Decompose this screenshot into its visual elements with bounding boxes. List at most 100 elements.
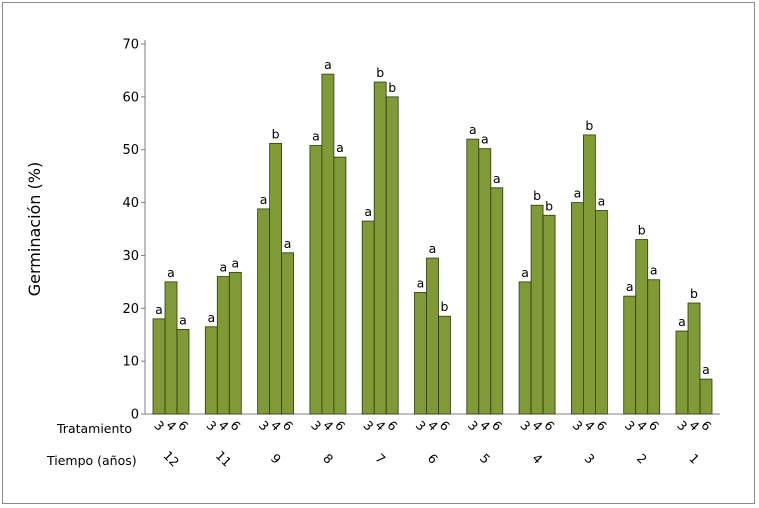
treatment-tick-label: 6 (437, 418, 453, 434)
bar (333, 156, 347, 415)
time-tick-label: 4 (529, 451, 545, 467)
bar (385, 96, 399, 415)
bar-significance-letter: b (638, 223, 646, 238)
y-tick-label: 30 (122, 249, 139, 264)
y-tick-label: 10 (122, 355, 139, 370)
bar-significance-letter: b (545, 198, 553, 213)
bar-significance-letter: a (219, 260, 227, 275)
y-tick-label: 40 (122, 196, 139, 211)
bar-significance-letter: a (231, 255, 239, 270)
bar-significance-letter: a (207, 310, 215, 325)
bar-significance-letter: b (272, 126, 280, 141)
y-tick-label: 0 (131, 408, 139, 423)
bar-significance-letter: a (155, 302, 163, 317)
time-tick-label: 9 (268, 451, 284, 467)
bar (414, 292, 427, 415)
bar (595, 210, 608, 415)
time-row-label: Tiempo (años) (46, 453, 137, 468)
bar (176, 329, 190, 415)
bar-significance-letter: a (521, 265, 529, 280)
bar-significance-letter: a (493, 171, 501, 186)
bar-significance-letter: a (324, 57, 332, 72)
time-tick-label: 11 (213, 448, 235, 470)
bar (309, 145, 323, 415)
bar (490, 187, 504, 415)
bar (321, 73, 335, 415)
bar-significance-letter: a (417, 275, 425, 290)
bar (164, 281, 178, 415)
bar-significance-letter: a (429, 241, 437, 256)
bar-significance-letter: a (702, 362, 710, 377)
time-tick-label: 6 (425, 451, 441, 467)
bar (583, 134, 596, 415)
bar (518, 281, 532, 415)
y-axis-title: Germinación (%) (25, 162, 44, 296)
time-tick-label: 2 (634, 451, 650, 467)
time-tick-label: 7 (372, 451, 388, 467)
y-tick-label: 50 (122, 143, 139, 158)
bar (373, 81, 387, 415)
time-tick-label: 5 (477, 451, 493, 467)
bar-significance-letter: a (336, 140, 344, 155)
bar (216, 276, 230, 415)
bar-significance-letter: a (167, 265, 175, 280)
y-tick-label: 20 (122, 302, 139, 317)
bar-significance-letter: b (388, 80, 396, 95)
bar (228, 271, 242, 415)
treatment-tick-label: 6 (489, 418, 505, 434)
bar-significance-letter: a (260, 192, 268, 207)
time-tick-label: 3 (582, 451, 598, 467)
bar (571, 202, 584, 415)
bar (542, 214, 556, 415)
bar-significance-letter: a (284, 236, 292, 251)
bar (426, 257, 439, 415)
bar (623, 295, 637, 415)
time-tick-label: 1 (686, 451, 702, 467)
treatment-tick-label: 6 (594, 418, 610, 434)
treatment-tick-label: 6 (175, 418, 191, 434)
bar-significance-letter: a (626, 279, 634, 294)
treatment-tick-label: 6 (384, 418, 400, 434)
y-tick-label: 70 (122, 38, 139, 53)
bar (466, 138, 480, 415)
bar-significance-letter: b (533, 188, 541, 203)
bar (269, 142, 283, 415)
treatment-tick-label: 6 (332, 418, 348, 434)
bar (152, 318, 166, 415)
bar-significance-letter: a (650, 263, 658, 278)
treatment-tick-label: 6 (541, 418, 557, 434)
bar (647, 279, 661, 415)
bar-significance-letter: a (678, 314, 686, 329)
treatment-tick-label: 6 (280, 418, 296, 434)
time-tick-label: 8 (320, 451, 336, 467)
bar-significance-letter: b (690, 286, 698, 301)
bar (635, 239, 649, 415)
bar-significance-letter: a (179, 312, 187, 327)
bar-significance-letter: a (598, 194, 606, 209)
treatment-tick-label: 6 (228, 418, 244, 434)
bar (478, 148, 492, 415)
bar (687, 302, 701, 415)
bar-significance-letter: a (574, 186, 582, 201)
bar (530, 204, 544, 415)
bar-significance-letter: a (469, 122, 477, 137)
bar-significance-letter: b (585, 118, 593, 133)
bar (204, 326, 218, 415)
bar-significance-letter: a (312, 128, 320, 143)
bars-layer (152, 73, 713, 415)
bar-significance-letter: b (441, 299, 449, 314)
bar (257, 208, 271, 415)
treatment-tick-label: 6 (698, 418, 714, 434)
bar-significance-letter: a (364, 204, 372, 219)
y-tick-label: 60 (122, 90, 139, 105)
bar-significance-letter: b (376, 65, 384, 80)
bar (438, 315, 451, 415)
bar (361, 220, 375, 415)
bar (699, 378, 713, 415)
treatment-tick-label: 6 (646, 418, 662, 434)
bar-significance-letter: a (481, 132, 489, 147)
bar (675, 330, 689, 415)
treatment-row-label: Tratamiento (56, 421, 132, 436)
bar (281, 252, 295, 415)
